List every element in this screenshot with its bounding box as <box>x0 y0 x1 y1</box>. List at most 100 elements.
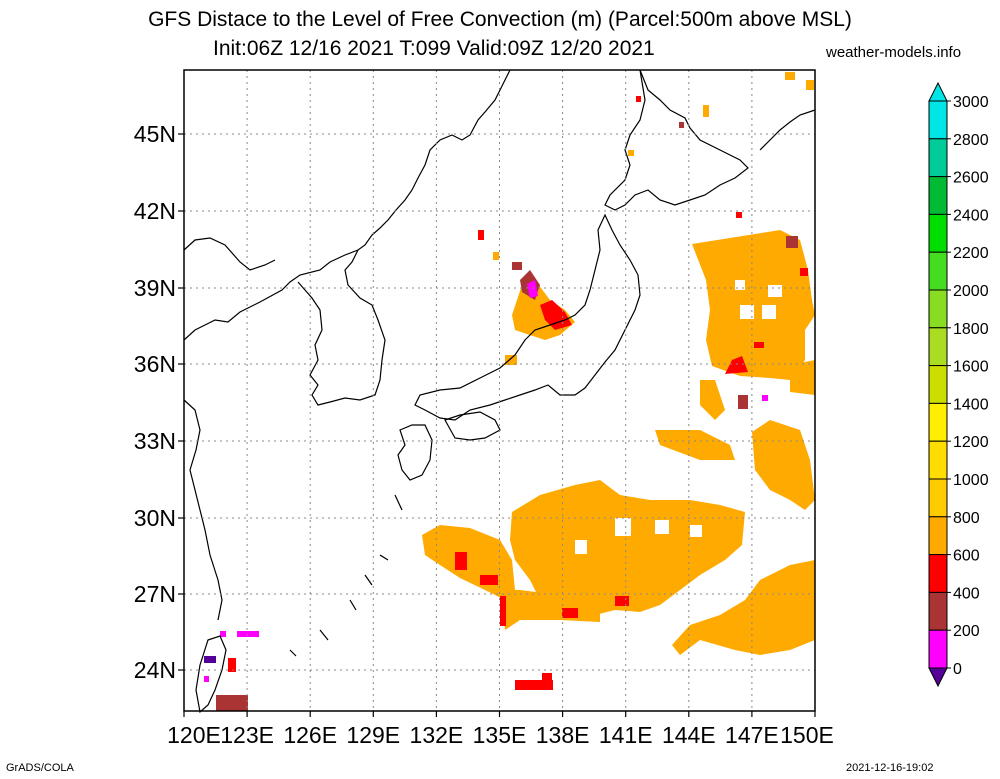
field-patch <box>786 236 798 248</box>
field-patch <box>655 520 669 534</box>
colorbar-label: 1400 <box>953 396 989 413</box>
field-patch <box>615 518 631 536</box>
colorbar <box>928 81 951 688</box>
chart-title: GFS Distace to the Level of Free Convect… <box>148 8 852 31</box>
lat-label: 27N <box>134 581 176 607</box>
chart-subtitle: Init:06Z 12/16 2021 T:099 Valid:09Z 12/2… <box>213 37 655 60</box>
colorbar-label: 1200 <box>953 434 989 451</box>
colorbar-labels: 3000280026002400220020001800160014001200… <box>953 94 989 678</box>
coastline-mainland <box>183 69 511 341</box>
lon-label: 138E <box>536 722 590 748</box>
field-patch <box>455 552 467 570</box>
colorbar-label: 200 <box>953 623 980 640</box>
coastline-bohai <box>183 237 276 271</box>
colorbar-bottom-arrow <box>928 667 948 688</box>
colorbar-segment <box>928 440 948 480</box>
field-patch <box>703 105 709 117</box>
colorbar-label: 2400 <box>953 207 989 224</box>
field-patch <box>204 656 216 663</box>
lon-label: 123E <box>220 722 274 748</box>
colorbar-top-arrow <box>928 81 948 102</box>
field-region-south-main <box>510 480 745 615</box>
colorbar-segment <box>928 251 948 291</box>
field-region-sea-of-japan-red <box>540 300 572 330</box>
colorbar-label: 2800 <box>953 132 989 149</box>
field-patch <box>204 676 209 682</box>
field-patch <box>505 355 517 365</box>
axis-ticks <box>178 133 816 717</box>
field-patch <box>615 596 629 606</box>
lon-label: 141E <box>599 722 653 748</box>
field-patch <box>806 80 814 90</box>
coastline-honshu <box>414 213 641 421</box>
field-patch <box>500 596 506 626</box>
field-patch <box>216 695 248 711</box>
field-patch <box>478 230 484 240</box>
longitude-labels: 120E 123E 126E 129E 132E 135E 138E 141E 144E 147E… <box>167 722 834 748</box>
field-patch <box>542 673 552 683</box>
field-patch <box>237 631 259 637</box>
field-region-east-2 <box>790 360 815 395</box>
colorbar-label: 2200 <box>953 245 989 262</box>
colorbar-label: 1600 <box>953 359 989 376</box>
colorbar-segment <box>928 365 948 404</box>
field-region-south-east <box>672 560 815 655</box>
field-patch <box>512 262 522 270</box>
site-credit: weather-models.info <box>826 44 962 61</box>
colorbar-segment <box>928 213 948 253</box>
field-patch <box>562 608 578 618</box>
coastline-kyushu <box>397 424 433 481</box>
colorbar-segment <box>928 100 948 140</box>
field-region-east-4 <box>700 380 725 420</box>
lon-label: 147E <box>725 722 779 748</box>
field-patch <box>738 395 748 409</box>
field-patch <box>762 305 776 319</box>
colorbar-segment <box>928 591 948 631</box>
field-region-sea-of-japan-magenta <box>527 280 538 298</box>
lon-label: 135E <box>473 722 527 748</box>
colorbar-segment <box>928 327 948 367</box>
colorbar-segment <box>928 629 948 669</box>
lon-label: 126E <box>283 722 337 748</box>
field-patch <box>228 658 236 672</box>
colorbar-label: 3000 <box>953 94 989 111</box>
lat-label: 24N <box>134 657 176 683</box>
field-patch <box>628 150 634 156</box>
field-patch <box>679 122 684 128</box>
colorbar-segment <box>928 516 948 556</box>
lon-label: 144E <box>662 722 716 748</box>
colorbar-label: 2000 <box>953 283 989 300</box>
lon-label: 120E <box>167 722 221 748</box>
field-patch <box>800 268 808 276</box>
lat-label: 36N <box>134 351 176 377</box>
field-patch <box>754 342 764 348</box>
field-patch <box>493 252 499 260</box>
colorbar-label: 600 <box>953 548 980 565</box>
colorbar-label: 0 <box>953 661 962 678</box>
field-patch <box>785 72 795 80</box>
field-patch <box>690 525 702 537</box>
field-patch <box>768 285 782 297</box>
colorbar-label: 400 <box>953 585 980 602</box>
field-patch <box>515 680 553 690</box>
field-patch <box>736 212 742 218</box>
colorbar-segment <box>928 554 948 593</box>
colorbar-segment <box>928 402 948 442</box>
gridlines <box>184 70 815 711</box>
coastline-kurils <box>759 109 816 151</box>
field-patch <box>220 631 226 637</box>
field-region-east-5 <box>655 430 735 460</box>
lat-label: 45N <box>134 121 176 147</box>
lat-label: 39N <box>134 275 176 301</box>
field-patch <box>636 96 641 102</box>
field-region-east-3 <box>752 420 815 510</box>
lon-label: 129E <box>346 722 400 748</box>
coastline-taiwan <box>195 635 227 714</box>
latitude-labels: 45N 42N 39N 36N 33N 30N 27N 24N <box>134 121 176 683</box>
field-region-south-strip <box>500 590 600 630</box>
footer-software: GrADS/COLA <box>6 762 74 774</box>
coastline-ryukyu <box>289 494 403 657</box>
colorbar-segment <box>928 176 948 215</box>
coastline-china-east <box>183 399 223 621</box>
